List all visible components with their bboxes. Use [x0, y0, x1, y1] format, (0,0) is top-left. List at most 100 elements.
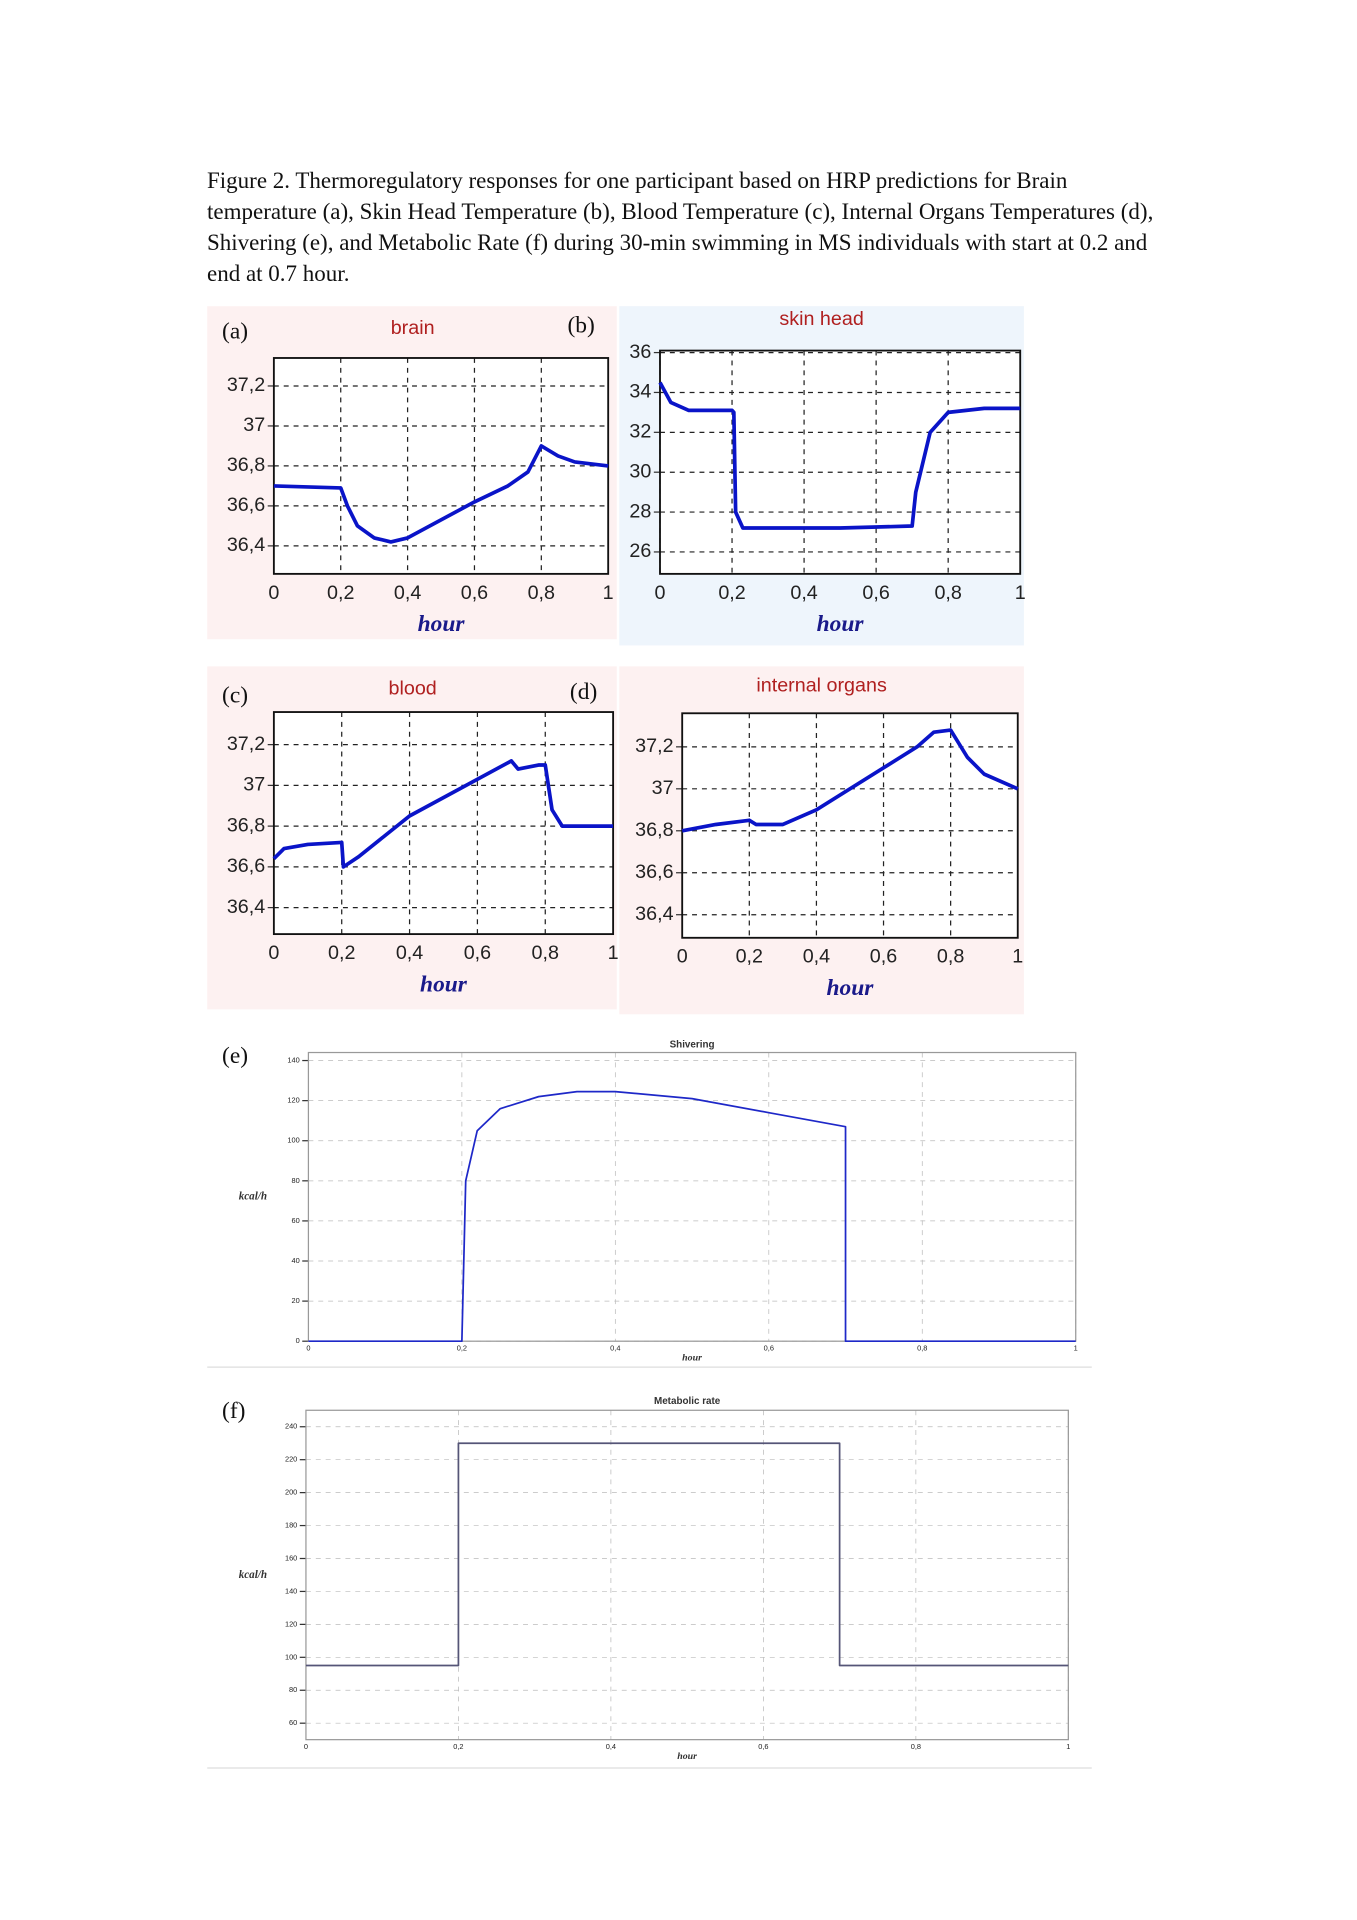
y-tick-label: 100: [287, 1136, 299, 1145]
y-tick-label: 37,2: [635, 735, 673, 757]
x-tick-label: 0,4: [803, 946, 830, 968]
y-tick-label: 220: [285, 1455, 297, 1464]
panel-label: (e): [222, 1043, 248, 1069]
x-axis-label: hour: [677, 1751, 697, 1762]
y-tick-label: 36,4: [227, 896, 265, 918]
data-line: [273, 444, 609, 544]
y-tick-label: 140: [287, 1055, 299, 1064]
y-tick-label: 36: [629, 341, 651, 363]
x-tick-label: 0,6: [758, 1742, 768, 1751]
y-tick-label: 36,6: [227, 855, 265, 877]
x-tick-label: 1: [1074, 1344, 1078, 1353]
x-tick-label: 1: [603, 582, 614, 604]
y-tick-label: 140: [285, 1586, 297, 1595]
x-tick-label: 0,6: [870, 946, 897, 968]
data-line: [272, 759, 614, 869]
x-tick-label: 0,8: [934, 582, 961, 604]
y-tick-label: 200: [285, 1488, 297, 1497]
panel-label: (a): [222, 319, 248, 345]
panel-label: (b): [567, 313, 594, 339]
x-tick-label: 0,8: [917, 1344, 927, 1353]
y-tick-label: 36,6: [227, 494, 265, 516]
y-tick-label: 37: [243, 774, 265, 796]
x-tick-label: 0,8: [528, 582, 555, 604]
x-tick-label: 0,8: [532, 942, 559, 964]
y-tick-label: 37: [652, 777, 674, 799]
y-axis-label: kcal/h: [239, 1569, 267, 1581]
y-tick-label: 36,8: [635, 819, 673, 841]
plot-frame: [681, 712, 1019, 939]
x-tick-label: 1: [608, 942, 619, 964]
y-tick-label: 36,4: [227, 534, 265, 556]
x-tick-label: 0: [304, 1742, 308, 1751]
x-tick-label: 0,6: [862, 582, 889, 604]
y-tick-label: 32: [629, 421, 651, 443]
x-tick-label: 0,4: [790, 582, 817, 604]
x-tick-label: 0,2: [327, 582, 354, 604]
data-line: [681, 728, 1019, 833]
data-line: [658, 381, 1021, 530]
chart-title: Shivering: [670, 1040, 715, 1051]
x-tick-label: 0,2: [328, 942, 355, 964]
y-tick-label: 160: [285, 1553, 297, 1562]
plot-frame: [659, 349, 1022, 575]
plot-area: [659, 350, 1021, 574]
y-tick-label: 60: [292, 1216, 300, 1225]
x-axis-label: hour: [827, 975, 875, 1001]
panel-label: (c): [222, 683, 248, 709]
plot-area: [273, 712, 614, 935]
x-tick-label: 0,4: [394, 582, 421, 604]
x-tick-label: 0,4: [610, 1344, 620, 1353]
y-tick-label: 36,8: [227, 814, 265, 836]
x-tick-label: 0: [268, 942, 279, 964]
chart-title: internal organs: [756, 674, 887, 696]
x-tick-label: 0,2: [453, 1742, 463, 1751]
y-tick-label: 100: [285, 1652, 297, 1661]
x-tick-label: 1: [1012, 946, 1023, 968]
chart-title: Metabolic rate: [654, 1396, 721, 1407]
y-tick-label: 40: [292, 1256, 300, 1265]
x-tick-label: 0,8: [937, 946, 964, 968]
y-tick-label: 120: [287, 1096, 299, 1105]
x-tick-label: 0,4: [396, 942, 423, 964]
y-tick-label: 36,8: [227, 454, 265, 476]
x-axis-label: hour: [420, 971, 468, 997]
x-tick-label: 0,6: [764, 1344, 774, 1353]
x-axis-label: hour: [418, 611, 466, 637]
y-tick-label: 60: [289, 1718, 297, 1727]
x-axis-label: hour: [817, 611, 865, 637]
x-tick-label: 0,2: [718, 582, 745, 604]
y-tick-label: 0: [296, 1336, 300, 1345]
y-tick-label: 37,2: [227, 733, 265, 755]
panel-label: (d): [570, 679, 597, 705]
y-tick-label: 26: [629, 540, 651, 562]
plot-frame: [272, 711, 615, 936]
y-tick-label: 120: [285, 1619, 297, 1628]
y-tick-label: 240: [285, 1422, 297, 1431]
x-tick-label: 0: [677, 946, 688, 968]
chart-title: brain: [391, 317, 435, 339]
x-tick-label: 0,8: [911, 1742, 921, 1751]
plot-frame: [305, 1409, 1069, 1741]
x-tick-label: 1: [1066, 1742, 1070, 1751]
x-tick-label: 0: [655, 582, 666, 604]
data-line: [308, 1090, 1076, 1343]
y-tick-label: 36,6: [635, 861, 673, 883]
x-tick-label: 0,4: [606, 1742, 616, 1751]
y-tick-label: 80: [289, 1685, 297, 1694]
y-tick-label: 30: [629, 460, 651, 482]
figure-caption: Figure 2. Thermoregulatory responses for…: [207, 168, 1154, 286]
chart-title: blood: [389, 677, 437, 699]
y-tick-label: 37: [243, 414, 265, 436]
x-tick-label: 0,6: [461, 582, 488, 604]
y-tick-label: 37,2: [227, 374, 265, 396]
y-tick-label: 80: [292, 1176, 300, 1185]
plot-frame: [307, 1051, 1077, 1342]
y-tick-label: 28: [629, 500, 651, 522]
data-line: [305, 1442, 1069, 1667]
x-tick-label: 0,6: [464, 942, 491, 964]
x-tick-label: 0,2: [736, 946, 763, 968]
y-tick-label: 34: [629, 381, 651, 403]
